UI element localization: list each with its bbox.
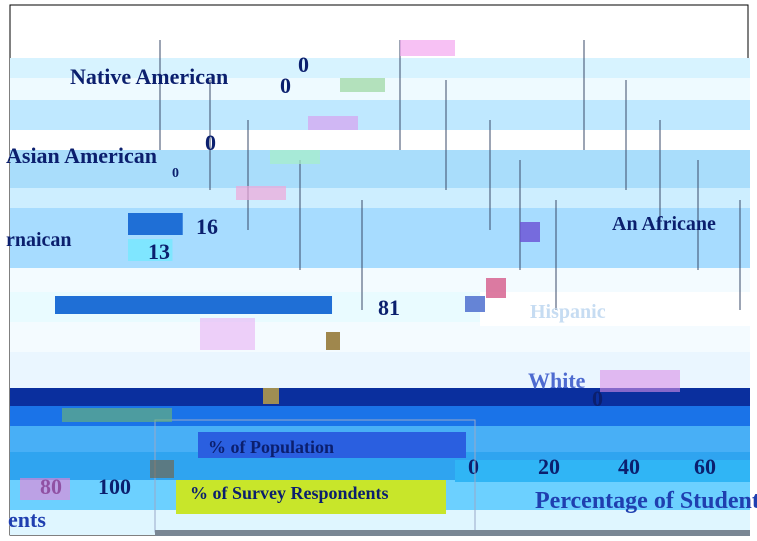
legend-swatch-population (198, 432, 466, 458)
category-label: Asian American (6, 143, 157, 168)
x-tick-label: 20 (538, 454, 560, 479)
value-label: 0 (280, 73, 291, 98)
category-label: rnaican (6, 229, 72, 251)
category-label: Hispanic (530, 301, 606, 323)
legend-label-population: % of Population (208, 437, 334, 457)
value-label: 13 (148, 239, 170, 264)
background-bands (10, 58, 750, 535)
value-label: 0 (298, 52, 309, 77)
value-label: 0 (205, 130, 216, 155)
bar-population (128, 213, 183, 235)
x-axis-label-fragment: ents (8, 507, 46, 532)
x-axis-label: Percentage of Students (535, 488, 757, 514)
value-labels: 0 0 0 0 16 13 81 0 (148, 52, 603, 411)
legend: % of Population % of Survey Respondents (154, 419, 750, 536)
value-label: 16 (196, 214, 218, 239)
gridlines (159, 40, 741, 310)
bar-population (55, 296, 333, 314)
category-label: An Africane (612, 213, 716, 235)
bar-respondents (128, 239, 173, 261)
x-tick-label: 0 (468, 454, 479, 479)
category-label: Native American (70, 64, 228, 89)
value-label: 0 (592, 386, 603, 411)
value-label: 0 (172, 166, 179, 181)
render-noise (20, 40, 680, 500)
value-label: 81 (378, 295, 400, 320)
legend-swatch-respondents (176, 480, 446, 514)
category-labels: Native American Asian American rnaican A… (6, 64, 716, 393)
category-label: White (528, 368, 586, 393)
x-tick-label: 40 (618, 454, 640, 479)
legend-label-respondents: % of Survey Respondents (190, 483, 389, 503)
x-tick-label: 60 (694, 454, 716, 479)
bars (55, 213, 333, 314)
x-tick-label: 100 (98, 474, 131, 499)
